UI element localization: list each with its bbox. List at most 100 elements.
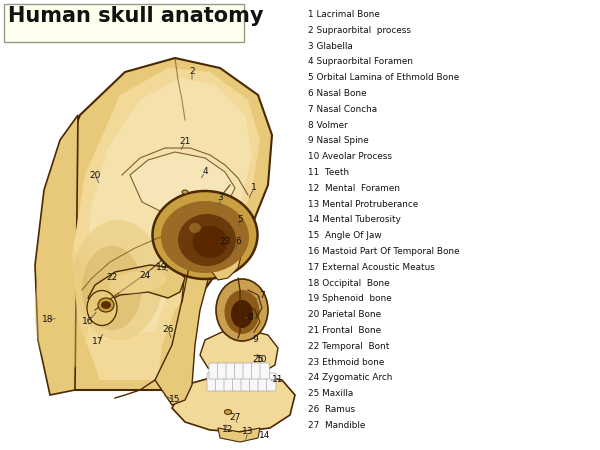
Text: 25 Maxilla: 25 Maxilla <box>308 389 353 398</box>
Text: 9: 9 <box>252 336 258 345</box>
Ellipse shape <box>231 300 253 328</box>
Ellipse shape <box>224 290 260 334</box>
Text: 8: 8 <box>247 314 253 323</box>
Text: 18 Occipital  Bone: 18 Occipital Bone <box>308 279 389 288</box>
FancyBboxPatch shape <box>226 363 235 379</box>
Ellipse shape <box>185 237 207 251</box>
FancyBboxPatch shape <box>251 363 261 379</box>
Ellipse shape <box>35 245 89 375</box>
Text: 15: 15 <box>169 396 181 405</box>
FancyBboxPatch shape <box>215 373 225 391</box>
Polygon shape <box>35 115 78 395</box>
FancyBboxPatch shape <box>209 363 218 379</box>
Text: 6 Nasal Bone: 6 Nasal Bone <box>308 89 367 98</box>
Text: 12: 12 <box>223 426 233 435</box>
Text: 19: 19 <box>156 264 168 273</box>
Text: 22 Temporal  Bont: 22 Temporal Bont <box>308 342 389 351</box>
Text: 27  Mandible: 27 Mandible <box>308 421 365 430</box>
Text: 10: 10 <box>256 356 268 364</box>
Ellipse shape <box>182 190 188 194</box>
Text: 5: 5 <box>237 216 243 225</box>
Text: 16: 16 <box>82 318 94 327</box>
FancyBboxPatch shape <box>207 373 217 391</box>
Text: 12  Mental  Foramen: 12 Mental Foramen <box>308 184 400 193</box>
Text: 3 Glabella: 3 Glabella <box>308 41 353 50</box>
FancyBboxPatch shape <box>235 363 244 379</box>
Text: 5 Orbital Lamina of Ethmold Bone: 5 Orbital Lamina of Ethmold Bone <box>308 73 459 82</box>
Text: 21: 21 <box>179 138 191 147</box>
Text: 9 Nasal Spine: 9 Nasal Spine <box>308 136 369 145</box>
Ellipse shape <box>87 291 117 325</box>
Ellipse shape <box>248 297 256 303</box>
Text: Human skull anatomy: Human skull anatomy <box>8 6 263 26</box>
Text: 13: 13 <box>242 428 254 436</box>
FancyBboxPatch shape <box>241 373 251 391</box>
Text: 16 Mastoid Part Of Temporal Bone: 16 Mastoid Part Of Temporal Bone <box>308 247 460 256</box>
Text: 13 Mental Protruberance: 13 Mental Protruberance <box>308 200 418 209</box>
Ellipse shape <box>101 301 111 309</box>
FancyBboxPatch shape <box>266 373 276 391</box>
Text: 11: 11 <box>272 375 284 384</box>
Text: 17 External Acoustic Meatus: 17 External Acoustic Meatus <box>308 263 435 272</box>
FancyBboxPatch shape <box>243 363 253 379</box>
Text: 25: 25 <box>253 356 263 364</box>
Text: 26: 26 <box>163 325 173 334</box>
Text: 8 Volmer: 8 Volmer <box>308 121 348 130</box>
Polygon shape <box>88 265 185 305</box>
Ellipse shape <box>109 270 167 293</box>
Text: 15  Angle Of Jaw: 15 Angle Of Jaw <box>308 231 382 240</box>
Ellipse shape <box>161 201 249 273</box>
FancyBboxPatch shape <box>233 373 242 391</box>
Text: 1: 1 <box>251 184 257 193</box>
FancyBboxPatch shape <box>258 373 268 391</box>
Text: 7: 7 <box>259 291 265 300</box>
Ellipse shape <box>216 279 268 341</box>
FancyBboxPatch shape <box>224 373 233 391</box>
Polygon shape <box>218 428 260 442</box>
Text: 18: 18 <box>42 315 54 324</box>
Text: 21 Frontal  Bone: 21 Frontal Bone <box>308 326 381 335</box>
FancyBboxPatch shape <box>250 373 259 391</box>
Text: 23 Ethmoid bone: 23 Ethmoid bone <box>308 358 385 367</box>
Text: 19 Sphenoid  bone: 19 Sphenoid bone <box>308 294 392 303</box>
Text: 6: 6 <box>235 238 241 247</box>
Text: 10 Aveolar Process: 10 Aveolar Process <box>308 152 392 161</box>
Polygon shape <box>42 58 272 390</box>
Text: 4 Supraorbital Foramen: 4 Supraorbital Foramen <box>308 58 413 67</box>
Text: 7 Nasal Concha: 7 Nasal Concha <box>308 105 377 114</box>
Ellipse shape <box>193 226 227 258</box>
Text: 3: 3 <box>217 194 223 202</box>
Text: 20: 20 <box>89 171 101 180</box>
Ellipse shape <box>178 214 236 266</box>
Polygon shape <box>200 330 278 375</box>
Text: 14: 14 <box>259 432 271 441</box>
FancyBboxPatch shape <box>260 363 269 379</box>
Ellipse shape <box>224 410 232 414</box>
Polygon shape <box>212 220 242 280</box>
Text: 26  Ramus: 26 Ramus <box>308 405 355 414</box>
Text: 4: 4 <box>202 167 208 176</box>
Text: 11  Teeth: 11 Teeth <box>308 168 349 177</box>
Text: 27: 27 <box>229 414 241 423</box>
Polygon shape <box>72 68 260 380</box>
Text: 22: 22 <box>106 274 118 283</box>
Text: 17: 17 <box>92 338 104 346</box>
Text: 24 Zygomatic Arch: 24 Zygomatic Arch <box>308 374 392 382</box>
FancyBboxPatch shape <box>4 4 244 42</box>
Ellipse shape <box>73 220 163 340</box>
Text: 2: 2 <box>189 68 195 76</box>
Text: 23: 23 <box>220 238 230 247</box>
Text: 20 Parietal Bone: 20 Parietal Bone <box>308 310 381 319</box>
Polygon shape <box>130 152 235 215</box>
FancyBboxPatch shape <box>218 363 227 379</box>
Ellipse shape <box>152 191 257 279</box>
Ellipse shape <box>189 223 201 233</box>
Text: 14 Mental Tuberosity: 14 Mental Tuberosity <box>308 216 401 225</box>
Ellipse shape <box>82 246 142 330</box>
Polygon shape <box>88 78 252 340</box>
Ellipse shape <box>98 298 114 312</box>
Polygon shape <box>172 375 295 432</box>
Text: 1 Lacrimal Bone: 1 Lacrimal Bone <box>308 10 380 19</box>
Text: 24: 24 <box>139 270 151 279</box>
Text: 2 Supraorbital  process: 2 Supraorbital process <box>308 26 411 35</box>
